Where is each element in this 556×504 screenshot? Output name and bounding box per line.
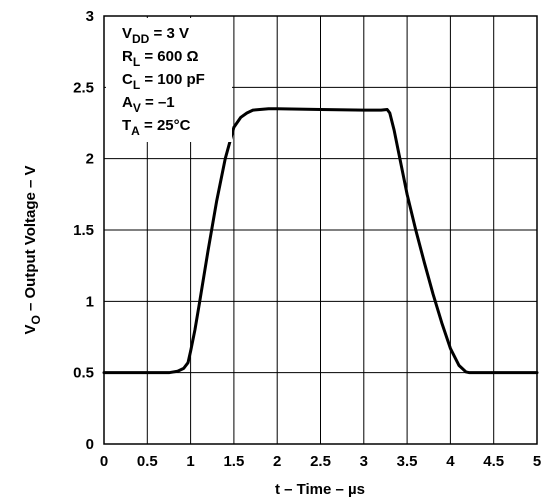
annotation-line: CL = 100 pF xyxy=(122,71,205,92)
y-tick-label: 3 xyxy=(86,8,94,25)
annotation-line: TA = 25°C xyxy=(122,117,191,138)
x-tick-label: 4.5 xyxy=(483,453,504,470)
y-axis-label: VO – Output Voltage – V xyxy=(22,165,43,334)
plot-frame xyxy=(103,15,538,445)
x-tick-label: 3 xyxy=(360,453,368,470)
x-tick-label: 1 xyxy=(186,453,194,470)
x-tick-label: 0.5 xyxy=(137,453,158,470)
x-tick-label: 5 xyxy=(533,453,541,470)
x-tick-label: 0 xyxy=(100,453,108,470)
y-tick-label: 0.5 xyxy=(73,365,94,382)
y-tick-label: 0 xyxy=(86,436,94,453)
annotation-line: RL = 600 Ω xyxy=(122,48,199,69)
x-tick-label: 2 xyxy=(273,453,281,470)
x-tick-label: 1.5 xyxy=(223,453,244,470)
y-tick-label: 2 xyxy=(86,151,94,168)
series-line-output-voltage xyxy=(102,107,539,375)
x-tick-label: 2.5 xyxy=(310,453,331,470)
annotation-box xyxy=(106,18,232,142)
x-tick-labels: 0 0.5 1 1.5 2 2.5 3 3.5 4 4.5 5 xyxy=(100,453,541,470)
annotation-line: AV = –1 xyxy=(122,94,175,115)
y-tick-label: 1 xyxy=(86,293,94,310)
y-tick-label: 2.5 xyxy=(73,79,94,96)
y-tick-label: 1.5 xyxy=(73,222,94,239)
x-tick-label: 3.5 xyxy=(397,453,418,470)
x-tick-label: 4 xyxy=(446,453,455,470)
x-axis-label: t – Time – µs xyxy=(275,481,365,498)
y-tick-labels: 0 0.5 1 1.5 2 2.5 3 xyxy=(73,8,94,453)
annotation-line: VDD = 3 V xyxy=(122,25,189,46)
